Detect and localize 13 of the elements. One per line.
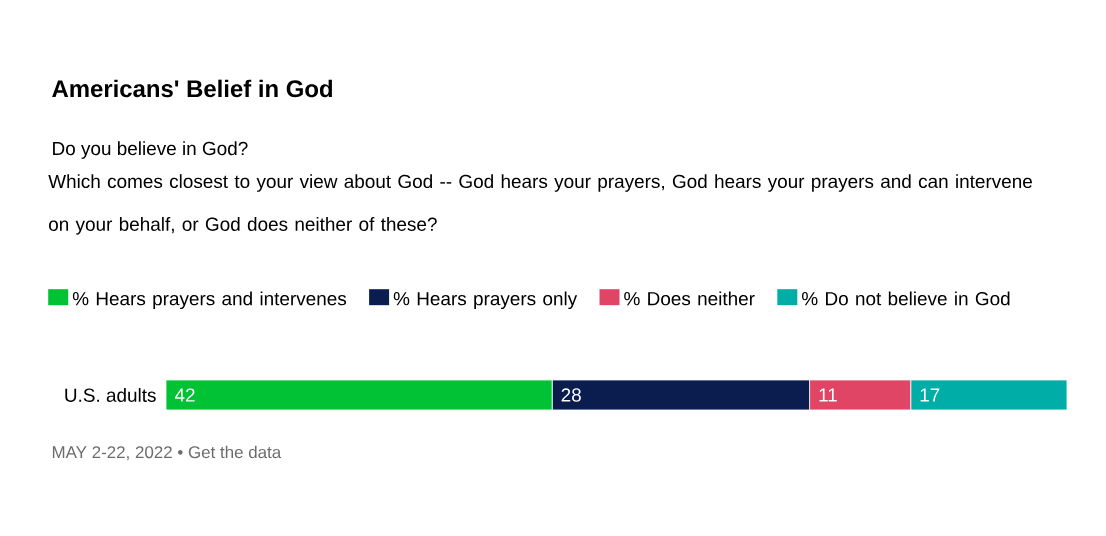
legend-label: % Do not believe in God: [802, 291, 1010, 306]
data-label: 17: [920, 388, 940, 402]
text: Which comes closest to your view about God -- God hears your prayers, God hears your prayers and can intervene on your behalf, or God does neither of these?: [48, 174, 1032, 235]
y-tick-label: U.S. adults: [65, 388, 156, 402]
legend-label: % Hears prayers and intervenes: [72, 291, 347, 310]
legend-label: % Does neither: [624, 291, 755, 306]
annotation: MAY 2-22, 2022 • Get the data: [52, 445, 282, 461]
chart-title: Americans' Belief in God: [52, 79, 332, 98]
chart-subtitle: Do you believe in God?: [53, 141, 248, 159]
data-label: 28: [561, 388, 581, 402]
data-label: 42: [174, 388, 195, 402]
data-label: 11: [819, 388, 837, 402]
legend-label: % Hears prayers only: [393, 291, 578, 310]
